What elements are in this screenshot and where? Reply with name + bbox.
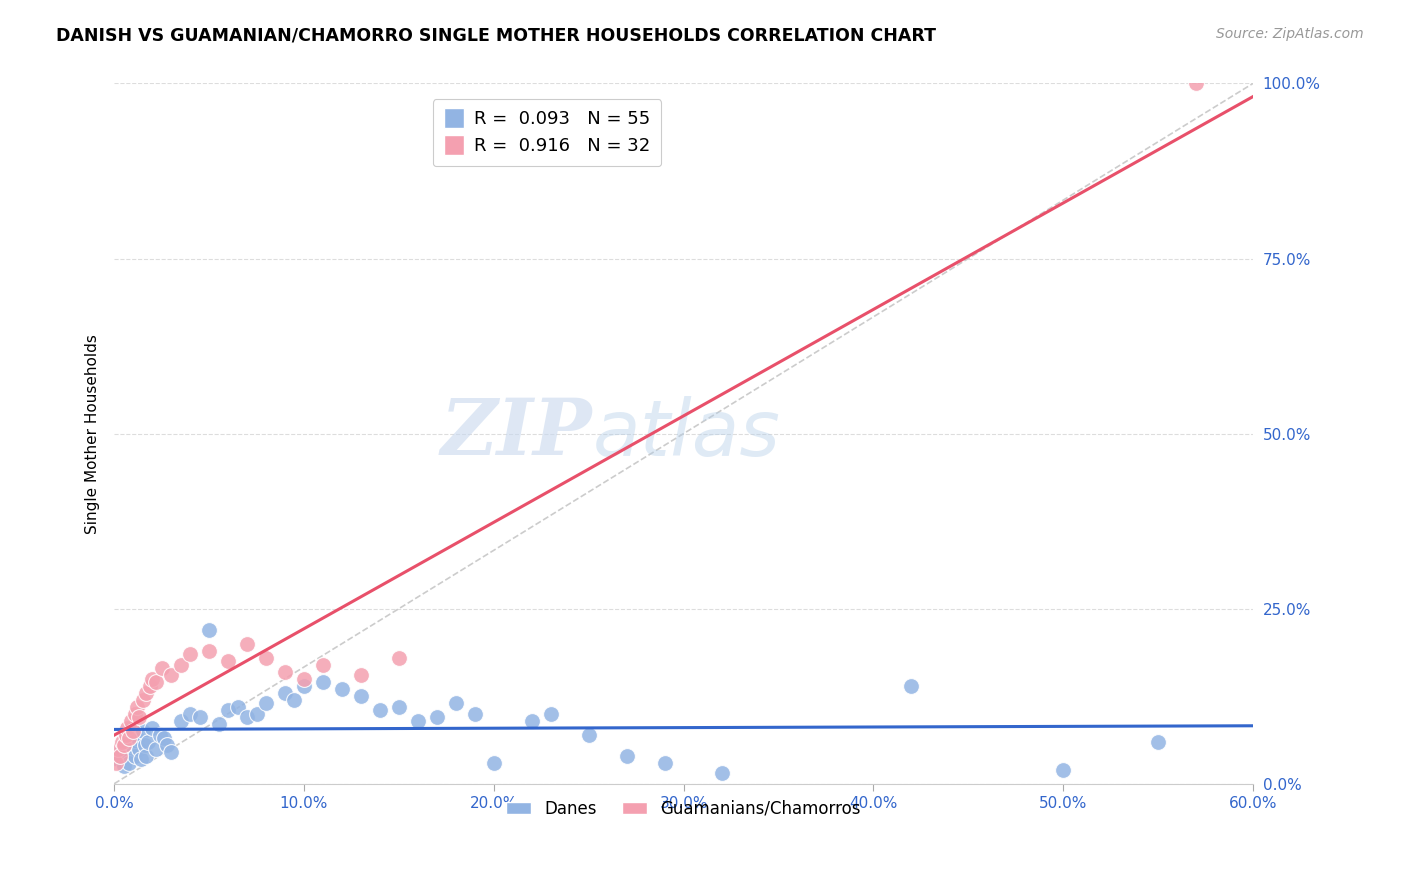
Point (368, 703, 391, 717)
Point (710, 766, 733, 780)
Point (292, 672, 315, 686)
Point (120, 714, 142, 728)
Point (118, 756, 141, 770)
Point (107, 741, 129, 756)
Point (274, 665, 297, 679)
Point (350, 689, 373, 703)
Point (129, 752, 152, 766)
Point (198, 643, 221, 657)
Y-axis label: Single Mother Households: Single Mother Households (86, 334, 100, 533)
Point (139, 679, 162, 693)
Point (444, 696, 467, 710)
Point (406, 714, 429, 728)
Point (117, 745, 139, 759)
Point (135, 686, 157, 700)
Point (540, 706, 562, 721)
Point (131, 692, 153, 706)
Point (125, 731, 148, 746)
Point (108, 748, 131, 763)
Point (131, 724, 153, 739)
Point (128, 741, 150, 756)
Legend: Danes, Guamanians/Chamorros: Danes, Guamanians/Chamorros (499, 793, 868, 824)
Point (578, 728, 600, 742)
Point (236, 637, 259, 651)
Point (114, 728, 136, 742)
Point (188, 710, 211, 724)
Point (122, 724, 145, 739)
Point (118, 731, 141, 746)
Text: DANISH VS GUAMANIAN/CHAMORRO SINGLE MOTHER HOUSEHOLDS CORRELATION CHART: DANISH VS GUAMANIAN/CHAMORRO SINGLE MOTH… (56, 27, 936, 45)
Point (145, 741, 167, 756)
Point (217, 654, 239, 668)
Point (150, 661, 173, 675)
Point (141, 672, 163, 686)
Point (179, 706, 201, 721)
Point (152, 731, 174, 746)
Text: Source: ZipAtlas.com: Source: ZipAtlas.com (1216, 27, 1364, 41)
Point (236, 710, 259, 724)
Text: ZIP: ZIP (441, 395, 592, 472)
Point (245, 706, 267, 721)
Point (111, 741, 134, 756)
Point (160, 668, 183, 682)
Point (122, 728, 145, 742)
Point (120, 738, 142, 752)
Point (107, 752, 129, 766)
Point (138, 735, 160, 749)
Point (654, 756, 676, 770)
Point (105, 756, 128, 770)
Point (217, 703, 239, 717)
Point (169, 714, 191, 728)
Point (292, 679, 315, 693)
Point (330, 682, 353, 697)
Point (141, 721, 163, 735)
Point (117, 721, 139, 735)
Point (274, 686, 297, 700)
Point (1052, 763, 1074, 777)
Point (226, 699, 249, 714)
Point (1147, 735, 1170, 749)
Point (388, 650, 411, 665)
Point (160, 745, 183, 759)
Point (124, 706, 146, 721)
Point (482, 756, 505, 770)
Point (114, 735, 136, 749)
Point (145, 675, 167, 690)
Point (179, 647, 201, 661)
Point (112, 738, 135, 752)
Point (426, 710, 449, 724)
Text: atlas: atlas (592, 395, 780, 472)
Point (156, 738, 179, 752)
Point (616, 748, 638, 763)
Point (149, 728, 172, 742)
Point (128, 710, 150, 724)
Point (312, 657, 335, 672)
Point (254, 696, 277, 710)
Point (169, 657, 191, 672)
Point (520, 714, 543, 728)
Point (112, 759, 135, 773)
Point (124, 748, 146, 763)
Point (464, 706, 486, 721)
Point (111, 735, 134, 749)
Point (108, 748, 131, 763)
Point (388, 699, 411, 714)
Point (900, 679, 922, 693)
Point (198, 623, 221, 637)
Point (207, 717, 229, 731)
Point (254, 650, 277, 665)
Point (125, 699, 148, 714)
Point (312, 675, 335, 690)
Point (283, 692, 305, 706)
Point (1185, 77, 1208, 91)
Point (135, 748, 157, 763)
Point (350, 668, 373, 682)
Point (134, 738, 156, 752)
